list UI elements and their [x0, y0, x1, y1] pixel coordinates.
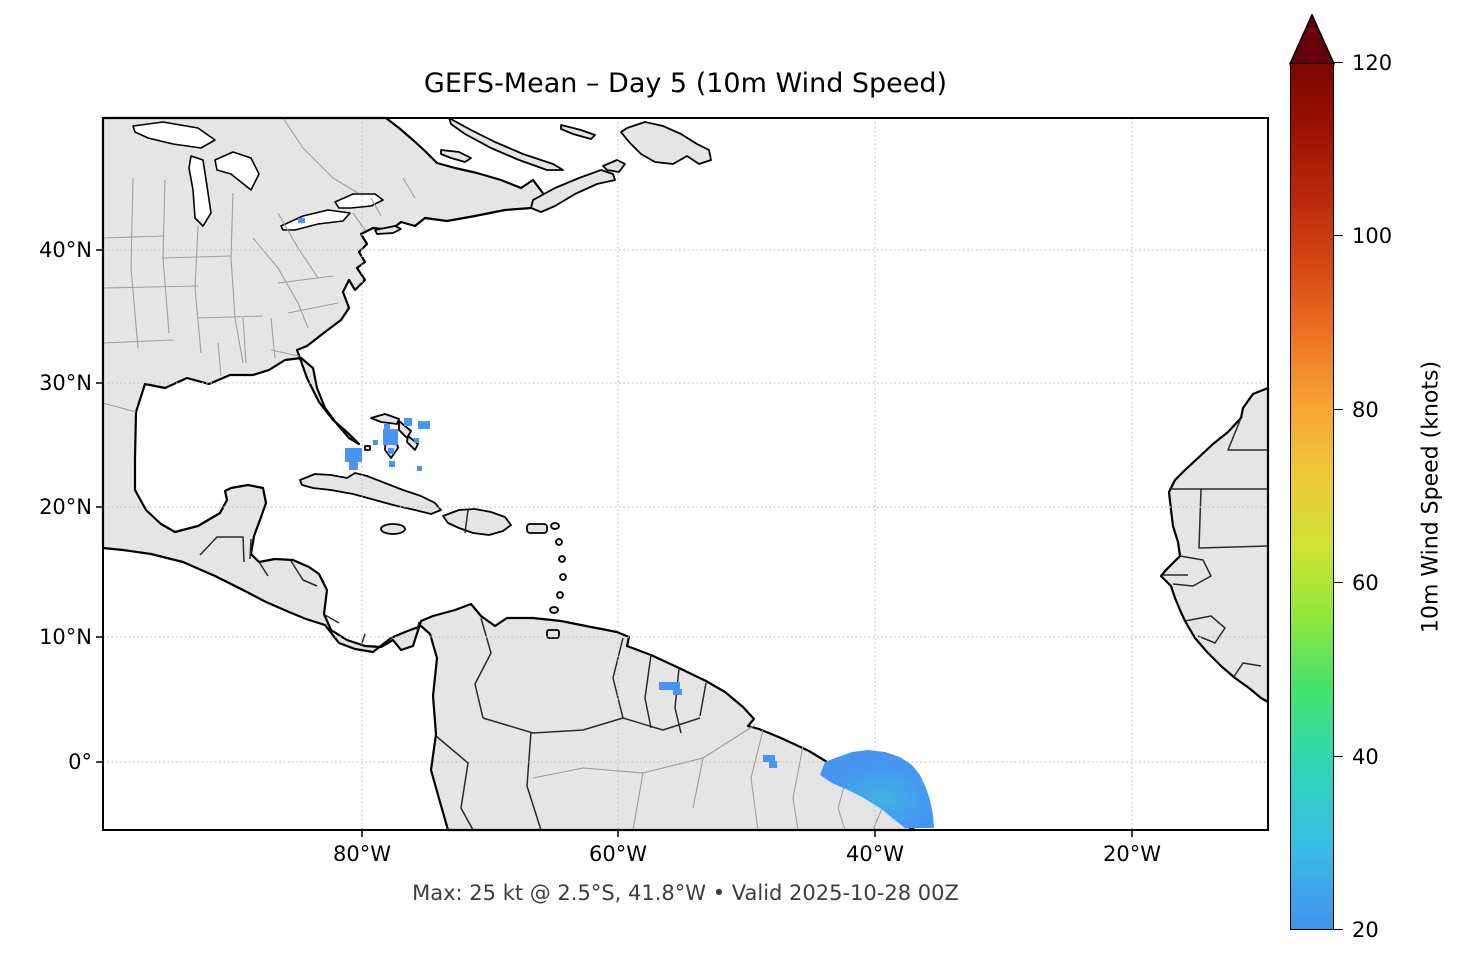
- axis-tick-marks: [96, 249, 1133, 837]
- wind-patch-48w-coast: [763, 755, 777, 768]
- state-borders: [102, 117, 884, 831]
- wind-patch-max-region: [820, 750, 934, 828]
- wind-patch-guianas-coast: [659, 682, 682, 695]
- lake-huron: [214, 151, 260, 191]
- lake-erie: [280, 209, 351, 231]
- puerto-rico: [526, 523, 548, 534]
- country-borders: [199, 417, 1269, 831]
- cuba: [299, 472, 442, 515]
- cape-breton: [602, 159, 626, 173]
- colorbar-tick-label-40: 40: [1352, 745, 1379, 769]
- colorbar-tick-120: [1334, 62, 1343, 63]
- y-tick-label-30n: 30°N: [39, 371, 92, 395]
- newfoundland: [620, 121, 712, 165]
- lake-superior: [132, 121, 216, 149]
- y-tick-label-10n: 10°N: [39, 625, 92, 649]
- hispaniola: [442, 508, 512, 536]
- colorbar-tick-label-100: 100: [1352, 224, 1393, 248]
- gridlines: [103, 118, 1268, 830]
- great-lakes: [132, 121, 384, 231]
- nova-scotia: [530, 169, 616, 213]
- wind-speed-patches: [298, 218, 934, 828]
- colorbar-tick-80: [1334, 409, 1343, 410]
- landmass-americas: [101, 116, 917, 832]
- lake-ontario: [334, 193, 384, 209]
- map-canvas: [96, 116, 1270, 837]
- colorbar-tick-100: [1334, 235, 1343, 236]
- x-tick-label-60w: 60°W: [589, 842, 647, 866]
- figure-subtitle: Max: 25 kt @ 2.5°S, 41.8°W • Valid 2025-…: [412, 881, 959, 905]
- colorbar-tick-label-20: 20: [1352, 918, 1379, 942]
- map-axes: [96, 116, 1270, 837]
- grand-bahama: [370, 413, 400, 425]
- colorbar-tick-20: [1334, 929, 1343, 930]
- wind-patch-lake-erie: [298, 218, 305, 223]
- landmasses: [101, 116, 1270, 832]
- y-tick-label-40n: 40°N: [39, 238, 92, 262]
- colorbar-axis-label: 10m Wind Speed (knots): [1418, 360, 1444, 634]
- colorbar-tick-40: [1334, 756, 1343, 757]
- colorbar-gradient: [1290, 63, 1334, 930]
- colorbar-extend-arrow: [1289, 14, 1335, 65]
- caribbean-islands: [299, 413, 567, 639]
- trinidad: [546, 629, 560, 639]
- x-tick-label-40w: 40°W: [846, 842, 904, 866]
- jamaica: [380, 523, 406, 535]
- x-tick-label-80w: 80°W: [333, 842, 391, 866]
- anticosti-island: [560, 124, 596, 140]
- bahama-cay: [364, 445, 371, 451]
- landmass-gaspe: [448, 117, 564, 171]
- colorbar-tick-60: [1334, 582, 1343, 583]
- landmass-africa: [1159, 386, 1270, 704]
- wind-patch-bahamas-cluster: [345, 418, 430, 471]
- rivers: [532, 724, 756, 831]
- lesser-antilles: [546, 522, 567, 639]
- y-tick-label-0: 0°: [68, 750, 92, 774]
- colorbar-tick-label-80: 80: [1352, 398, 1379, 422]
- prince-edward-island: [440, 149, 472, 163]
- colorbar-tick-label-60: 60: [1352, 571, 1379, 595]
- map-frame: [102, 117, 1269, 831]
- long-island: [374, 225, 402, 235]
- figure-title: GEFS-Mean – Day 5 (10m Wind Speed): [423, 68, 948, 99]
- x-tick-label-20w: 20°W: [1103, 842, 1161, 866]
- colorbar-tick-label-120: 120: [1352, 51, 1393, 75]
- lake-michigan: [188, 155, 212, 227]
- y-tick-label-20n: 20°N: [39, 495, 92, 519]
